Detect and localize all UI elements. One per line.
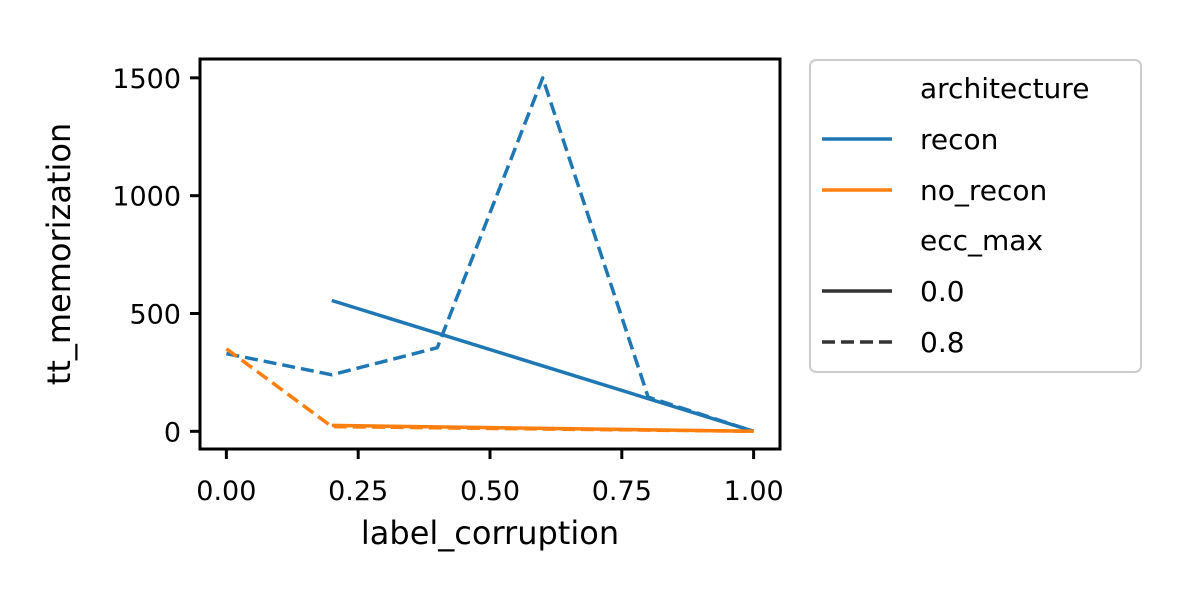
y-tick-label: 500 <box>129 300 181 331</box>
y-axis-ticks: 0 500 1000 1500 <box>112 64 200 448</box>
x-tick-label: 0.75 <box>592 476 652 507</box>
legend-items: architecture recon no_recon ecc_max 0.0 0.8 <box>822 72 1089 359</box>
y-tick-label: 1000 <box>112 182 181 213</box>
y-tick-label: 1500 <box>112 64 181 95</box>
legend-box <box>809 59 1142 373</box>
legend-label: no_recon <box>920 174 1047 207</box>
series-layer <box>225 76 755 434</box>
legend-label: 0.8 <box>920 326 965 359</box>
x-axis-ticks: 0.00 0.25 0.50 0.75 1.00 <box>196 449 784 507</box>
x-tick-label: 0.25 <box>328 476 388 507</box>
x-tick-label: 1.00 <box>724 476 784 507</box>
legend-label: 0.0 <box>920 275 965 308</box>
legend-title: architecture <box>920 72 1089 105</box>
x-tick-label: 0.00 <box>196 476 256 507</box>
x-tick-label: 0.50 <box>460 476 520 507</box>
legend-label: recon <box>920 123 998 156</box>
y-tick-label: 0 <box>164 417 181 448</box>
series-line-no_recon-ecc-0.8 <box>225 347 754 434</box>
series-line-recon-ecc-0.8 <box>226 76 755 433</box>
legend: architecture recon no_recon ecc_max 0.0 0.8 <box>809 59 1142 373</box>
x-axis-label: label_corruption <box>361 514 619 552</box>
legend-title: ecc_max <box>920 224 1043 257</box>
plot-frame <box>198 57 782 451</box>
y-axis-label: tt_memorization <box>40 123 78 385</box>
